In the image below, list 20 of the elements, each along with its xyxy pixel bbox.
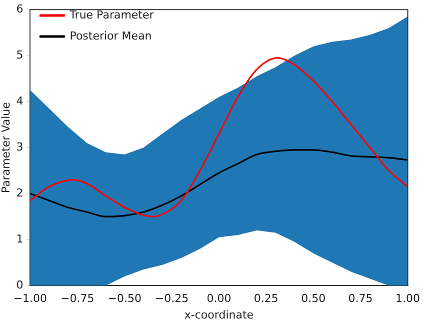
x-tick-label: −0.75: [60, 292, 94, 306]
y-tick-label: 2: [16, 186, 24, 200]
x-tick-label: −0.50: [108, 292, 142, 306]
y-axis-title: Parameter Value: [0, 102, 12, 194]
x-tick-label: 0.00: [206, 292, 232, 306]
y-tick-label: 6: [16, 2, 24, 16]
legend-label: True Parameter: [68, 8, 154, 22]
x-tick-label: 0.75: [348, 292, 373, 306]
x-axis-title: x-coordinate: [184, 308, 254, 322]
y-tick-label: 3: [16, 140, 24, 154]
x-tick-label: −0.25: [154, 292, 189, 306]
y-tick-label: 5: [16, 48, 24, 62]
y-tick-label: 4: [16, 94, 24, 108]
x-tick-label: −1.00: [13, 292, 48, 306]
y-tick-label: 0: [16, 278, 24, 292]
legend-label: Posterior Mean: [70, 29, 152, 42]
y-tick-label: 1: [16, 232, 24, 246]
x-tick-label: 0.25: [254, 292, 278, 306]
x-tick-label: 0.50: [301, 292, 326, 306]
x-tick-label: 1.00: [396, 292, 420, 306]
